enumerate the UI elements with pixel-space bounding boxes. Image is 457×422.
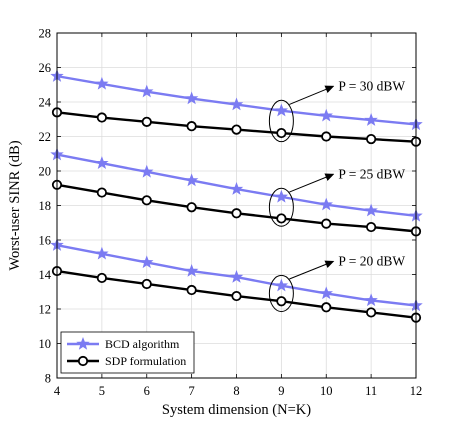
circle-marker	[231, 124, 242, 135]
y-tick-label: 8	[45, 372, 51, 386]
plot-frame	[56, 32, 417, 379]
star-marker	[229, 270, 244, 283]
star-marker	[229, 182, 244, 195]
star-marker	[95, 156, 109, 169]
x-tick-label: 11	[365, 384, 377, 398]
annotation-ellipse	[268, 274, 294, 313]
annotation-0: P = 30 dBW	[268, 78, 405, 143]
x-tick-label: 9	[278, 384, 284, 398]
star-marker	[76, 336, 90, 350]
y-tick-label: 16	[39, 234, 52, 248]
circle-marker	[77, 355, 89, 367]
circle-marker	[366, 133, 377, 145]
grid-lines	[56, 32, 417, 379]
power-annotations: P = 30 dBW P = 25 dBW P = 20 dBW	[268, 78, 405, 313]
circle-marker	[366, 221, 377, 233]
annotation-label: P = 25 dBW	[338, 166, 405, 181]
legend-label: BCD algorithm	[105, 337, 180, 351]
annotation-arrow	[289, 173, 335, 193]
y-tick-label: 10	[39, 337, 52, 351]
annotation-arrow	[289, 85, 335, 105]
legend-label: SDP formulation	[105, 354, 186, 368]
x-tick-label: 6	[144, 384, 150, 398]
x-tick-label: 12	[410, 384, 423, 398]
circle-marker	[276, 296, 287, 307]
circle-marker	[231, 208, 242, 219]
star-marker	[95, 76, 109, 90]
annotation-1: P = 25 dBW	[268, 166, 405, 227]
x-axis-label: System dimension (N=K)	[162, 402, 311, 418]
star-marker	[274, 278, 289, 292]
series-1	[51, 107, 422, 147]
x-tick-label: 7	[189, 384, 195, 398]
star-marker	[274, 189, 289, 203]
y-tick-label: 22	[39, 130, 52, 144]
y-axis-label: Worst-user SINR (dB)	[7, 140, 23, 270]
circle-marker	[276, 213, 287, 224]
y-tick-label: 12	[39, 303, 52, 317]
x-tick-label: 10	[320, 384, 333, 398]
star-marker	[364, 293, 378, 307]
star-marker	[140, 255, 154, 269]
star-marker	[364, 203, 378, 217]
star-marker	[140, 84, 154, 98]
circle-marker	[96, 112, 107, 123]
star-marker	[229, 97, 244, 111]
circle-marker	[96, 187, 107, 198]
y-tick-label: 26	[39, 61, 52, 75]
circle-marker	[321, 131, 332, 142]
annotation-2: P = 20 dBW	[268, 253, 405, 313]
x-tick-label: 8	[233, 384, 239, 398]
legend-entry-0: BCD algorithm	[67, 336, 180, 351]
circle-marker	[186, 202, 197, 213]
star-marker	[184, 173, 199, 187]
circle-marker	[276, 127, 287, 139]
tick-labels: 8 10 12 14 16 18 20 22 24 26 28 4 5 6 7 8 9 10 11 12	[39, 27, 423, 399]
circle-marker	[186, 284, 197, 296]
circle-marker	[231, 290, 242, 302]
star-marker	[364, 113, 378, 126]
x-tick-label: 4	[54, 384, 61, 398]
series-5	[51, 265, 422, 323]
annotation-label: P = 20 dBW	[338, 253, 405, 268]
y-tick-label: 18	[39, 199, 52, 213]
annotation-ellipse	[268, 99, 294, 143]
annotation-label: P = 30 dBW	[338, 78, 405, 93]
legend: BCD algorithm SDP formulation	[60, 331, 195, 374]
y-tick-label: 28	[39, 27, 52, 41]
star-marker	[319, 197, 333, 211]
annotation-ellipse	[268, 187, 294, 227]
star-marker	[140, 164, 154, 178]
y-tick-label: 14	[39, 268, 52, 282]
circle-marker	[186, 121, 197, 132]
circle-marker	[366, 307, 377, 318]
star-marker	[95, 246, 109, 260]
star-marker	[274, 103, 289, 117]
star-marker	[319, 108, 333, 122]
star-marker	[319, 286, 333, 300]
star-marker	[184, 263, 199, 277]
y-tick-label: 20	[39, 165, 52, 179]
x-tick-label: 5	[99, 384, 105, 398]
circle-marker	[96, 272, 107, 284]
legend-entry-1: SDP formulation	[67, 354, 186, 368]
circle-marker	[321, 302, 332, 313]
circle-marker	[141, 278, 152, 290]
circle-marker	[141, 116, 152, 127]
circle-marker	[141, 195, 152, 206]
star-marker	[184, 91, 199, 105]
circle-marker	[321, 218, 332, 229]
y-tick-label: 24	[39, 96, 52, 110]
annotation-arrow	[289, 260, 335, 280]
